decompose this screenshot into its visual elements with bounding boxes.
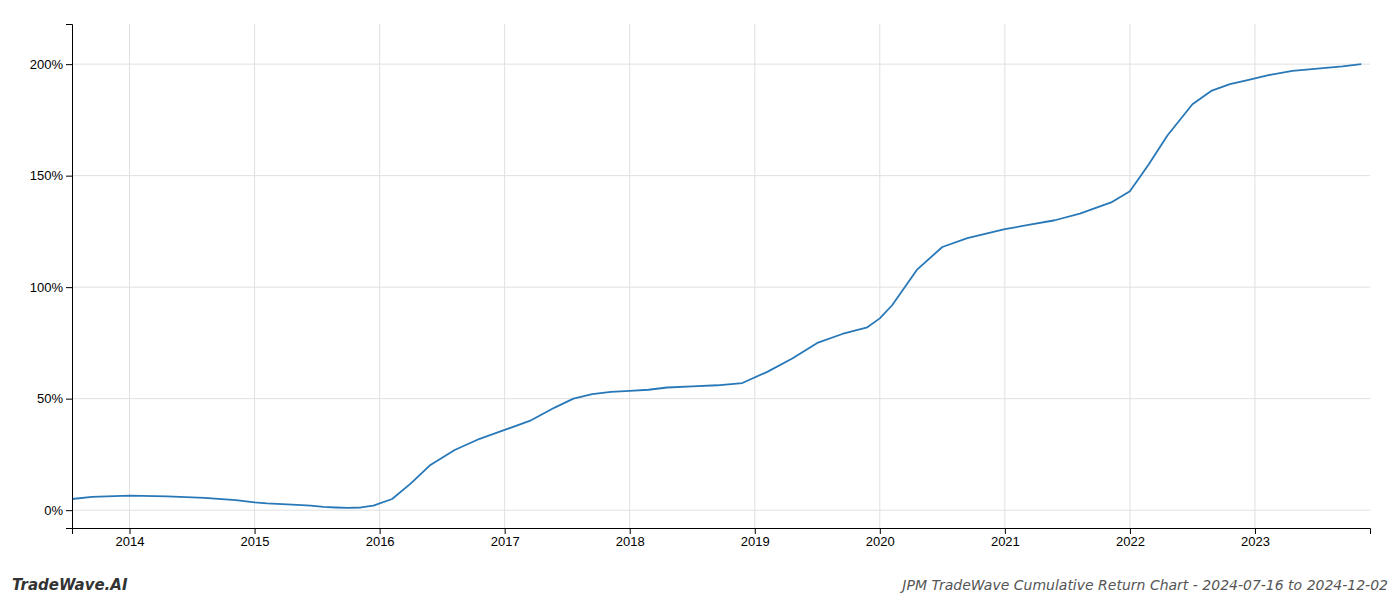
watermark: TradeWave.AI	[12, 576, 128, 594]
x-tick-label: 2019	[741, 534, 770, 549]
x-axis: 2014 2015 2016 2017 2018 2019 2020 2021 2022 2023	[73, 528, 1371, 549]
chart-title: JPM TradeWave Cumulative Return Chart - …	[899, 577, 1388, 593]
x-grid-line	[1004, 24, 1005, 528]
x-tick: 2021	[991, 528, 1020, 549]
x-tick: 2022	[1116, 528, 1145, 549]
y-tick-label: 100%	[30, 280, 64, 295]
x-tick-mark	[1005, 528, 1006, 534]
x-tick: 2019	[741, 528, 770, 549]
x-tick-mark	[380, 528, 381, 534]
x-tick-mark	[505, 528, 506, 534]
x-grid-line	[254, 24, 255, 528]
chart-container: 2014 2015 2016 2017 2018 2019 2020 2021 2022 2023…	[0, 0, 1400, 600]
x-tick-label: 2017	[491, 534, 520, 549]
x-tick-mark	[630, 528, 631, 534]
x-grid-line	[879, 24, 880, 528]
x-tick: 2023	[1241, 528, 1270, 549]
y-tick-mark	[66, 399, 72, 400]
y-tick-label: 0%	[44, 503, 63, 518]
chart-svg: 2014 2015 2016 2017 2018 2019 2020 2021 2022 2023…	[0, 0, 1400, 600]
y-grid-line	[72, 398, 1370, 399]
x-tick-mark	[1255, 528, 1256, 534]
x-grid-line	[1129, 24, 1130, 528]
x-tick-mark	[880, 528, 881, 534]
y-tick-label: 50%	[37, 391, 63, 406]
x-grid-line	[754, 24, 755, 528]
y-tick: 50%	[37, 391, 72, 406]
y-tick-mark	[66, 176, 72, 177]
y-tick: 200%	[30, 57, 72, 72]
plot-area	[72, 64, 1361, 508]
x-tick: 2015	[241, 528, 270, 549]
y-tick: 100%	[30, 280, 72, 295]
x-tick-mark	[255, 528, 256, 534]
x-tick: 2016	[366, 528, 395, 549]
x-tick-label: 2022	[1116, 534, 1145, 549]
y-grid-line	[72, 510, 1370, 511]
x-grid-line	[129, 24, 130, 528]
y-tick: 150%	[30, 168, 72, 183]
x-tick: 2017	[491, 528, 520, 549]
y-grid-line	[72, 287, 1370, 288]
x-tick-label: 2018	[616, 534, 645, 549]
y-grid-line	[72, 64, 1370, 65]
y-tick-label: 150%	[30, 168, 64, 183]
x-tick-label: 2014	[116, 534, 145, 549]
x-grid-line	[379, 24, 380, 528]
data-line	[72, 64, 1361, 508]
y-tick-mark	[66, 287, 72, 288]
x-tick-label: 2020	[866, 534, 895, 549]
y-tick-mark	[66, 64, 72, 65]
y-grid-line	[72, 175, 1370, 176]
x-grid-line	[504, 24, 505, 528]
x-tick: 2020	[866, 528, 895, 549]
x-tick: 2014	[116, 528, 145, 549]
x-tick-mark	[1130, 528, 1131, 534]
x-tick-mark	[755, 528, 756, 534]
x-tick-label: 2015	[241, 534, 270, 549]
y-tick-mark	[66, 510, 72, 511]
y-tick-label: 200%	[30, 57, 64, 72]
x-tick-label: 2021	[991, 534, 1020, 549]
x-tick: 2018	[616, 528, 645, 549]
y-axis: 0% 50% 100% 150% 200%	[30, 25, 73, 529]
grid	[72, 24, 1370, 528]
x-axis-line	[73, 529, 1371, 535]
x-tick-label: 2023	[1241, 534, 1270, 549]
x-grid-line	[629, 24, 630, 528]
x-tick-label: 2016	[366, 534, 395, 549]
y-axis-line	[66, 25, 73, 529]
y-tick: 0%	[44, 503, 72, 518]
x-grid-line	[1254, 24, 1255, 528]
x-tick-mark	[130, 528, 131, 534]
